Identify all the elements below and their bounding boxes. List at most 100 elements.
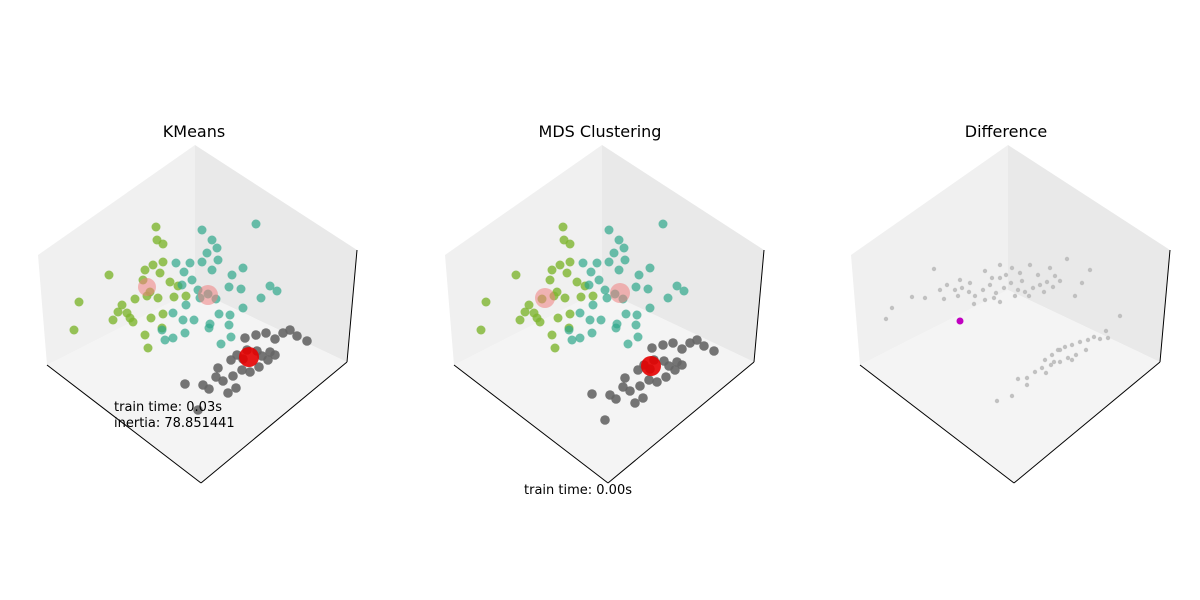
difference-point-same (982, 297, 988, 303)
difference-point-same (997, 262, 1003, 268)
difference-point-same (1039, 365, 1045, 371)
difference-point-same (957, 277, 963, 283)
kmeans-point-cluster-2 (212, 243, 222, 253)
kmeans-point-cluster-1 (140, 330, 150, 340)
kmeans-point-cluster-3 (240, 333, 250, 343)
mds-axis-y (607, 361, 755, 484)
difference-point-same (955, 293, 961, 299)
mds-point-cluster-3 (652, 377, 662, 387)
mds-panel: MDS Clustering train time: 0.00s (445, 122, 765, 498)
kmeans-point-cluster-1 (158, 257, 168, 267)
mds-point-cluster-3 (670, 365, 680, 375)
mds-point-cluster-2 (620, 255, 630, 265)
kmeans-point-cluster-2 (179, 267, 189, 277)
mds-annotation-train-time: train time: 0.00s (524, 483, 632, 498)
kmeans-point-cluster-2 (197, 225, 207, 235)
kmeans-point-cluster-3 (204, 384, 214, 394)
kmeans-point-cluster-1 (165, 277, 175, 287)
kmeans-point-cluster-3 (211, 372, 221, 382)
mds-point-cluster-3 (692, 335, 702, 345)
mds-point-cluster-2 (645, 303, 655, 313)
mds-point-cluster-2 (658, 219, 668, 229)
kmeans-point-cluster-2 (216, 339, 226, 349)
difference-point-same (1037, 282, 1043, 288)
difference-point-same (1003, 272, 1009, 278)
mds-point-cluster-1 (524, 300, 534, 310)
kmeans-center-3 (239, 347, 259, 367)
kmeans-panel: KMeans train time: 0.03s inertia: 78.851… (38, 122, 358, 484)
mds-point-cluster-1 (553, 313, 563, 323)
kmeans-point-cluster-2 (225, 310, 235, 320)
kmeans-point-cluster-2 (224, 282, 234, 292)
difference-point-same (941, 296, 947, 302)
kmeans-point-cluster-2 (185, 258, 195, 268)
difference-point-same (993, 290, 999, 296)
kmeans-point-cluster-2 (178, 315, 188, 325)
kmeans-point-cluster-1 (125, 313, 135, 323)
difference-point-same (1027, 262, 1033, 268)
difference-point-same (1035, 272, 1041, 278)
kmeans-point-cluster-2 (256, 293, 266, 303)
mds-point-cluster-2 (631, 282, 641, 292)
difference-point-same (944, 282, 950, 288)
mds-point-cluster-2 (584, 280, 594, 290)
mds-point-cluster-1 (547, 265, 557, 275)
difference-point-same (1042, 357, 1048, 363)
difference-points (883, 256, 1123, 404)
mds-point-cluster-1 (562, 268, 572, 278)
difference-left-pane (851, 145, 1008, 365)
difference-point-same (991, 295, 997, 301)
difference-point-same (967, 280, 973, 286)
mds-point-cluster-3 (677, 360, 687, 370)
mds-point-cluster-1 (588, 291, 598, 301)
mds-point-cluster-1 (520, 307, 530, 317)
kmeans-points (69, 219, 312, 415)
difference-point-same (1087, 267, 1093, 273)
difference-point-same (1015, 376, 1021, 382)
difference-right-pane (1008, 145, 1170, 362)
kmeans-point-cluster-2 (236, 284, 246, 294)
mds-point-cluster-2 (575, 333, 585, 343)
kmeans-point-cluster-1 (113, 307, 123, 317)
kmeans-center-1 (138, 278, 156, 296)
difference-point-same (1019, 278, 1025, 284)
difference-point-same (1117, 313, 1123, 319)
kmeans-point-cluster-3 (237, 365, 247, 375)
mds-point-cluster-3 (625, 386, 635, 396)
kmeans-point-cluster-1 (151, 222, 161, 232)
mds-point-cluster-3 (661, 372, 671, 382)
kmeans-point-cluster-1 (69, 325, 79, 335)
kmeans-point-cluster-2 (238, 303, 248, 313)
mds-point-cluster-3 (620, 373, 630, 383)
mds-point-cluster-3 (633, 365, 643, 375)
kmeans-point-cluster-2 (197, 257, 207, 267)
kmeans-point-cluster-1 (155, 268, 165, 278)
kmeans-point-cluster-2 (213, 255, 223, 265)
kmeans-point-cluster-2 (181, 300, 191, 310)
kmeans-point-cluster-1 (108, 315, 118, 325)
mds-point-cluster-3 (638, 393, 648, 403)
kmeans-point-cluster-2 (207, 265, 217, 275)
kmeans-point-cluster-3 (180, 379, 190, 389)
kmeans-point-cluster-1 (169, 292, 179, 302)
mds-point-cluster-2 (632, 310, 642, 320)
mds-point-cluster-2 (600, 285, 610, 295)
mds-point-cluster-2 (585, 315, 595, 325)
mds-right-pane (602, 145, 764, 362)
mds-point-cluster-2 (588, 300, 598, 310)
difference-point-same (1012, 293, 1018, 299)
mds-axis-z (753, 249, 765, 363)
difference-point-same (987, 282, 993, 288)
kmeans-point-cluster-3 (228, 371, 238, 381)
mds-floor-pane (454, 290, 754, 483)
difference-point-same (1072, 293, 1078, 299)
kmeans-point-cluster-1 (104, 270, 114, 280)
mds-point-cluster-3 (635, 381, 645, 391)
kmeans-point-cluster-2 (238, 263, 248, 273)
kmeans-title: KMeans (163, 122, 225, 141)
kmeans-point-cluster-2 (202, 248, 212, 258)
kmeans-left-pane (38, 145, 195, 365)
difference-point-same (1017, 270, 1023, 276)
difference-point-same (1009, 265, 1015, 271)
